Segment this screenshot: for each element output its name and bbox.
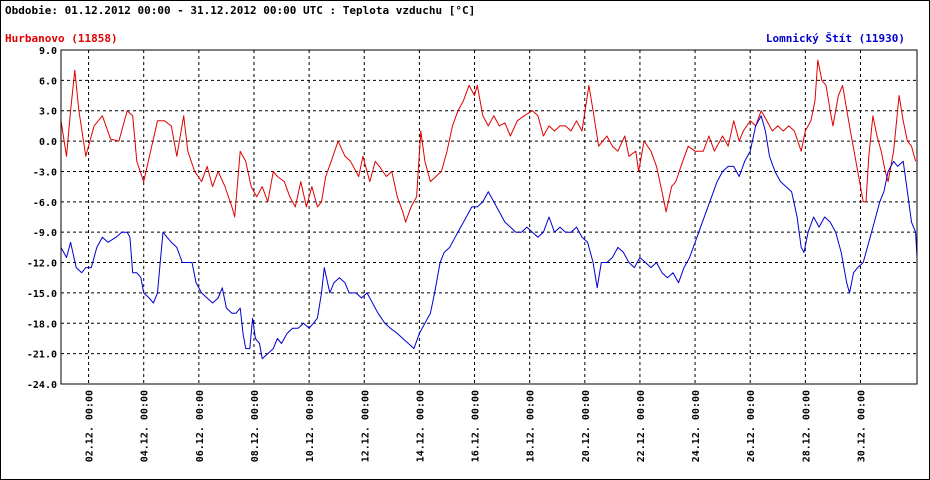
grid-lines	[61, 50, 917, 384]
x-tick-label: 14.12. 00:00	[415, 390, 426, 462]
x-tick-label: 20.12. 00:00	[581, 390, 592, 462]
x-tick-label: 22.12. 00:00	[636, 390, 647, 462]
x-tick-label: 06.12. 00:00	[195, 390, 206, 462]
y-tick-label: -6.0	[33, 198, 57, 209]
x-tick-label: 24.12. 00:00	[691, 390, 702, 462]
series-lines	[60, 59, 918, 360]
y-tick-label: 6.0	[39, 76, 57, 87]
y-tick-label: -21.0	[27, 350, 57, 361]
y-tick-label: -3.0	[33, 167, 57, 178]
y-tick-label: -15.0	[27, 289, 57, 300]
y-tick-label: 3.0	[39, 107, 57, 118]
y-tick-label: -12.0	[27, 259, 57, 270]
series-line-lomnicky-stit	[60, 115, 918, 360]
y-tick-label: 9.0	[39, 46, 57, 57]
x-tick-label: 12.12. 00:00	[360, 390, 371, 462]
chart-title: Obdobie: 01.12.2012 00:00 - 31.12.2012 0…	[5, 4, 476, 17]
plot-border	[60, 49, 918, 385]
series-line-hurbanovo	[60, 59, 917, 223]
y-tick-label: 0.0	[39, 137, 57, 148]
x-axis-ticks: 02.12. 00:00 04.12. 00:00 06.12. 00:00 08.1…	[85, 390, 868, 462]
x-tick-label: 28.12. 00:00	[801, 390, 812, 462]
y-tick-label: -9.0	[33, 228, 57, 239]
y-axis-ticks: 9.0 6.0 3.0 0.0 -3.0 -6.0 -9.0 -12.0 -15.0 -18.0 -…	[27, 46, 57, 391]
legend-hurbanovo: Hurbanovo (11858)	[5, 32, 118, 45]
x-tick-label: 30.12. 00:00	[856, 390, 867, 462]
legend-lomnicky-stit: Lomnický Štít (11930)	[765, 32, 905, 45]
x-tick-label: 04.12. 00:00	[140, 390, 151, 462]
y-tick-label: -18.0	[27, 319, 57, 330]
y-tick-label: -24.0	[27, 380, 57, 391]
x-tick-label: 18.12. 00:00	[526, 390, 537, 462]
x-tick-label: 16.12. 00:00	[471, 390, 482, 462]
x-tick-label: 08.12. 00:00	[250, 390, 261, 462]
x-tick-label: 02.12. 00:00	[85, 390, 96, 462]
x-tick-label: 26.12. 00:00	[746, 390, 757, 462]
x-tick-label: 10.12. 00:00	[305, 390, 316, 462]
